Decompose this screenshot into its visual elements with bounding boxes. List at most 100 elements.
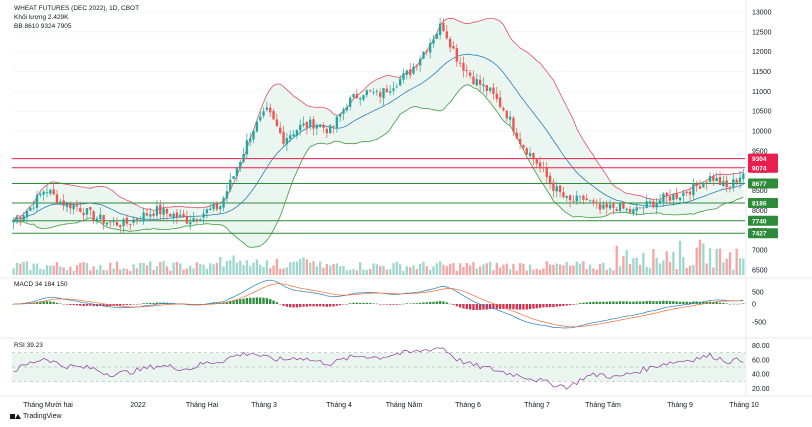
volume-bar (512, 263, 515, 275)
volume-bar (55, 262, 59, 275)
volume-bar (139, 262, 142, 275)
bb-basis-line (13, 53, 744, 221)
macd-histogram-bar (388, 304, 392, 305)
volume-bar (428, 269, 432, 275)
candle-body (52, 189, 55, 195)
candle-body (22, 215, 25, 221)
volume-bar (698, 239, 702, 275)
volume-bar (432, 266, 435, 275)
candle-body (25, 210, 29, 217)
candle-body (282, 131, 285, 144)
macd-histogram-bar (738, 303, 742, 305)
macd-histogram-bar (512, 304, 515, 310)
candle-body (59, 201, 62, 203)
macd-histogram-bar (235, 299, 239, 304)
candle-body (505, 110, 508, 119)
candle-body (95, 218, 99, 221)
candle-body (182, 213, 185, 218)
volume-bar (595, 269, 598, 275)
volume-bar (708, 248, 712, 275)
volume-bar (715, 248, 718, 275)
macd-histogram-bar (285, 304, 289, 307)
candle-body (542, 166, 545, 169)
volume-bar (315, 266, 319, 275)
macd-histogram-bar (89, 304, 92, 306)
candle-body (319, 124, 322, 127)
macd-histogram-bar (675, 301, 678, 304)
candle-body (432, 39, 435, 44)
candle-body (225, 191, 229, 199)
price-tag-label: 7740 (752, 218, 767, 225)
macd-histogram-bar (242, 298, 245, 304)
macd-histogram-bar (232, 300, 235, 304)
price-pane[interactable] (12, 11, 745, 271)
macd-histogram-bar (49, 301, 52, 304)
volume-bar (72, 270, 75, 275)
macd-histogram-bar (442, 301, 445, 304)
time-tick-label: Tháng 6 (455, 402, 481, 409)
macd-histogram-bar (658, 301, 662, 304)
rsi-pane[interactable] (12, 347, 745, 390)
candle-body (592, 200, 595, 203)
candle-body (162, 208, 165, 215)
volume-bar (219, 257, 222, 275)
candle-body (552, 182, 555, 191)
macd-histogram-bar (115, 304, 119, 306)
macd-histogram-bar (572, 304, 575, 305)
candle-body (518, 138, 522, 144)
volume-bar (365, 269, 369, 275)
macd-histogram-bar (335, 304, 339, 306)
price-tick-label: 13000 (752, 9, 772, 16)
volume-bar (335, 263, 339, 275)
macd-histogram-bar (735, 303, 738, 305)
volume-bar (645, 266, 648, 275)
candle-body (642, 207, 645, 209)
volume-bar (89, 270, 92, 275)
candle-body (402, 73, 405, 80)
macd-histogram-bar (612, 301, 615, 304)
candle-body (322, 124, 325, 128)
time-axis[interactable]: Tháng Mười hai 2022 Tháng Hai Tháng 3 Tháng … (23, 402, 759, 409)
macd-histogram-bar (282, 304, 285, 306)
candle-body (335, 116, 339, 128)
volume-bar (425, 266, 428, 275)
candle-body (455, 48, 458, 62)
macd-histogram-bar (105, 304, 109, 307)
macd-histogram-bar (45, 301, 49, 304)
candle-body (735, 179, 738, 183)
candle-body (422, 51, 425, 59)
volume-bar (652, 249, 655, 275)
rsi-tick-label: 20.00 (752, 386, 770, 393)
macd-histogram-bar (635, 301, 638, 304)
volume-bar (478, 266, 482, 275)
macd-histogram-bar (688, 301, 692, 304)
candle-body (392, 88, 395, 91)
price-tag-label: 7427 (752, 231, 767, 238)
candle-body (199, 218, 202, 220)
candle-body (658, 200, 662, 203)
pane-dividers (0, 0, 812, 397)
macd-histogram-bar (718, 302, 722, 304)
volume-bar (648, 268, 652, 275)
macd-histogram-bar (202, 303, 205, 305)
macd-histogram-bar (292, 304, 295, 308)
macd-histogram-bar (65, 304, 69, 305)
candle-body (462, 62, 465, 71)
candle-body (102, 214, 105, 224)
candle-body (572, 201, 575, 202)
volume-bar (558, 264, 562, 275)
candle-body (595, 202, 598, 204)
tradingview-brand[interactable]: TradingView (10, 413, 62, 420)
candle-body (49, 190, 52, 194)
volume-bar (418, 263, 422, 275)
macd-histogram-bar (672, 301, 675, 304)
time-tick-label: 2022 (130, 402, 146, 409)
volume-bar (668, 261, 672, 275)
volume-bar (105, 270, 109, 275)
price-axis[interactable]: 1300012500120001150011000105001000095009… (748, 9, 778, 393)
candle-body (315, 125, 319, 129)
volume-bar (535, 268, 538, 275)
macd-pane[interactable] (12, 279, 745, 329)
volume-bar (598, 264, 602, 275)
